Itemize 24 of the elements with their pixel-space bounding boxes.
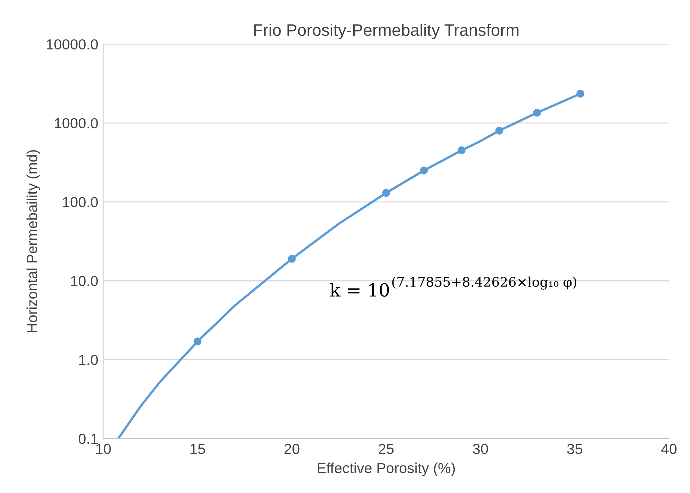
x-tick-label: 35 — [567, 444, 582, 454]
point — [420, 166, 428, 175]
point — [288, 255, 296, 263]
point — [458, 146, 466, 155]
y-tick-label: 100.0 — [63, 197, 98, 208]
x-tick-label: 15 — [190, 444, 206, 454]
x-axis-title: Effective Porosity (%) — [318, 462, 456, 476]
y-tick-label: 1000.0 — [55, 118, 98, 129]
point — [382, 189, 390, 198]
x-tick-label: 25 — [379, 444, 394, 454]
y-axis-title: Horizontal Permebaility (md) — [26, 150, 40, 332]
y-tick-label: 10.0 — [71, 276, 98, 286]
x-tick-label: 20 — [284, 444, 300, 454]
y-tick-label: 0.1 — [78, 434, 98, 444]
point — [194, 338, 202, 346]
y-tick-label: 10000.0 — [47, 39, 98, 50]
point — [496, 126, 504, 135]
x-tick-label: 30 — [473, 444, 488, 454]
x-tick-label: 40 — [662, 444, 677, 454]
point — [576, 90, 585, 98]
point — [533, 109, 542, 117]
chart-title: Frio Porosity-Permebality Transform — [254, 24, 519, 40]
y-tick-label: 1.0 — [79, 354, 98, 366]
x-tick-label: 10 — [96, 444, 112, 454]
